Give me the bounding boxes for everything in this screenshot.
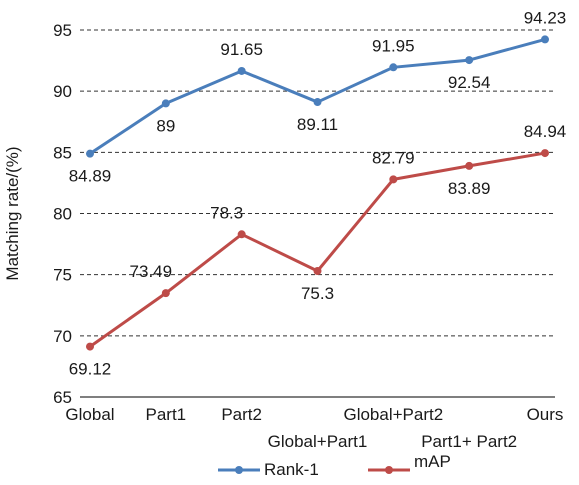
x-tick-labels: Global Part1 Part2 Global+Part1 Global+Part2… [65,405,563,451]
legend-item: Rank-1 [218,460,319,479]
data-labels: 84.89 89 91.65 89.11 91.95 92.54 94.23 69.12 73.… [69,8,567,378]
data-point [161,289,170,298]
data-label: 75.3 [301,284,334,303]
series-lines [86,35,549,351]
legend-label: Rank-1 [264,460,319,479]
x-tick-label: Global+Part2 [343,405,443,424]
data-point [237,230,246,239]
data-label: 82.79 [372,148,415,167]
legend-marker [235,466,243,474]
data-label: 91.65 [220,40,263,59]
y-tick-label: 90 [53,82,72,101]
legend: Rank-1 mAP [218,452,451,479]
x-tick-label: Part1 [146,405,187,424]
data-label: 78.3 [210,203,243,222]
data-point [541,149,549,158]
data-label: 89.11 [297,115,338,134]
legend-label: mAP [414,452,451,471]
data-point [465,56,474,65]
data-label: 89 [156,116,175,135]
data-point [389,63,398,72]
data-point [86,342,94,351]
y-tick-labels: 65 70 75 80 85 90 95 [53,21,72,407]
data-point [465,161,474,170]
legend-marker [385,466,393,474]
x-tick-label: Ours [527,405,564,424]
y-tick-label: 70 [53,327,72,346]
gridlines [80,29,555,398]
x-tick-label: Global [65,405,114,424]
data-label: 69.12 [69,360,112,379]
data-point [313,98,322,107]
data-point [313,266,322,275]
data-label: 91.95 [372,36,415,55]
x-tick-label: Global+Part1 [268,432,368,451]
data-label: 73.49 [130,262,173,281]
data-point [161,99,170,108]
legend-item: mAP [368,452,451,474]
y-tick-label: 85 [53,143,72,162]
series-line-rank-1 [89,37,546,155]
data-point [389,175,398,184]
data-label: 94.23 [524,8,567,27]
data-label: 83.89 [448,179,491,198]
data-label: 84.89 [69,167,112,186]
y-tick-label: 75 [53,266,72,285]
y-tick-label: 95 [53,21,72,40]
data-label: 92.54 [448,73,491,92]
data-point [541,35,549,44]
y-axis-title: Matching rate/(%) [3,146,22,280]
x-tick-label: Part2 [221,405,262,424]
data-label: 84.94 [524,122,567,141]
y-tick-label: 80 [53,205,72,224]
y-tick-label: 65 [53,388,72,407]
data-point [86,149,94,158]
data-point [237,66,246,75]
x-tick-label: Part1+ Part2 [421,432,517,451]
